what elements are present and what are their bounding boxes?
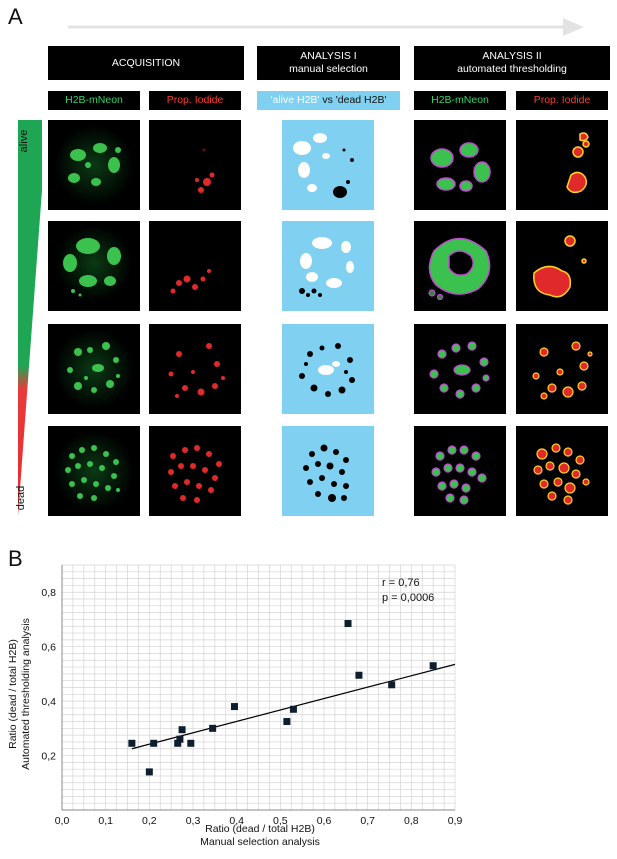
y-axis-label-line1: Ratio (dead / total H2B): [7, 639, 19, 749]
y-tick-label: 0,2: [41, 751, 56, 763]
micrograph-row3-h2b: [48, 324, 140, 414]
alive-h2b-label: 'alive H2B': [270, 94, 320, 106]
correlation-stats: r = 0,76 p = 0,0006: [382, 576, 434, 606]
mask-row3: [282, 324, 374, 414]
mask-row1: [282, 120, 374, 210]
threshold-row1-h2b: [414, 120, 506, 210]
x-tick-label: 0,7: [360, 815, 375, 827]
threshold-row4-pi: [516, 426, 608, 516]
stat-r: r = 0,76: [382, 577, 420, 589]
data-point: [176, 735, 184, 743]
micrograph-row3-pi: [149, 324, 241, 414]
data-point: [230, 703, 238, 711]
x-axis-label-line1: Ratio (dead / total H2B): [205, 823, 315, 835]
threshold-row2-pi: [516, 221, 608, 311]
mask-row2: [282, 221, 374, 311]
y-tick-label: 0,8: [41, 587, 56, 599]
data-point: [355, 671, 363, 679]
alive-label: alive: [18, 129, 30, 153]
data-point: [174, 739, 182, 747]
header-analysis-1: ANALYSIS I manual selection: [257, 46, 400, 80]
vs-label: vs: [319, 94, 336, 106]
data-point: [128, 739, 136, 747]
x-tick-label: 0,6: [317, 815, 332, 827]
panel-letter-a: A: [8, 4, 23, 29]
micrograph-row2-pi: [149, 221, 241, 311]
subheader-prop-iodide: Prop. Iodide: [149, 91, 241, 110]
x-tick-label: 0,5: [273, 815, 288, 827]
threshold-row3-h2b: [414, 324, 506, 414]
subheader-h2b-mneon: H2B-mNeon: [48, 91, 140, 110]
micrograph-row1-pi: [149, 120, 241, 210]
data-point: [209, 724, 217, 732]
data-point: [187, 739, 195, 747]
header-analysis-2-title: ANALYSIS II: [482, 50, 542, 62]
header-analysis-2: ANALYSIS II automated thresholding: [414, 46, 610, 80]
scatter-chart: 0,0 0,1 0,2 0,3 0,4 0,5 0,6 0,7 0,8 0,9 0,2 0,4 0,6 0…: [41, 564, 463, 827]
micrograph-row4-h2b: [48, 426, 140, 516]
threshold-row4-h2b: [414, 426, 506, 516]
data-point: [289, 705, 297, 713]
y-tick-label: 0,4: [41, 696, 56, 708]
mask-row4: [282, 426, 374, 516]
data-point: [283, 718, 291, 726]
micrograph-row1-h2b: [48, 120, 140, 210]
x-tick-label: 0,2: [142, 815, 157, 827]
subheader-prop-iodide-2: Prop. Iodide: [516, 91, 608, 110]
data-point: [150, 739, 158, 747]
header-analysis-1-sub: manual selection: [289, 63, 368, 75]
threshold-row3-pi: [516, 324, 608, 414]
header-analysis-2-sub: automated thresholding: [457, 63, 567, 75]
x-tick-label: 0,9: [448, 815, 463, 827]
data-point: [344, 620, 352, 628]
dead-label: dead: [15, 485, 27, 511]
data-point: [388, 681, 396, 689]
x-tick-label: 0,8: [404, 815, 419, 827]
micrograph-row4-pi: [149, 426, 241, 516]
y-tick-label: 0,6: [41, 642, 56, 654]
x-tick-label: 0,3: [186, 815, 201, 827]
header-acquisition: ACQUISITION: [48, 46, 244, 80]
y-axis-label: Ratio (dead / total H2B) Automated thres…: [7, 594, 33, 794]
x-tick-label: 0,4: [229, 815, 244, 827]
y-axis-label-line2: Automated thresholding analysis: [20, 618, 32, 770]
threshold-row1-pi: [516, 120, 608, 210]
header-acquisition-label: ACQUISITION: [111, 56, 181, 69]
subheader-alive-vs-dead: 'alive H2B' vs 'dead H2B': [257, 91, 400, 110]
data-point: [429, 662, 437, 670]
data-point: [178, 726, 186, 734]
panel-letter-b: B: [8, 546, 23, 571]
stat-p: p = 0,0006: [382, 592, 435, 604]
threshold-row2-h2b: [414, 221, 506, 311]
x-axis-label-line2: Manual selection analysis: [200, 836, 320, 848]
header-analysis-1-title: ANALYSIS I: [300, 50, 357, 62]
data-point: [145, 768, 153, 776]
micrograph-row2-h2b: [48, 221, 140, 311]
dead-h2b-label: 'dead H2B': [335, 94, 387, 106]
progress-arrow: [68, 18, 584, 36]
x-tick-label: 0,0: [55, 815, 70, 827]
x-axis-label: Ratio (dead / total H2B) Manual selectio…: [160, 823, 360, 849]
x-tick-label: 0,1: [98, 815, 113, 827]
subheader-h2b-mneon-2: H2B-mNeon: [414, 91, 506, 110]
alive-dead-gradient-bar: [18, 120, 42, 516]
